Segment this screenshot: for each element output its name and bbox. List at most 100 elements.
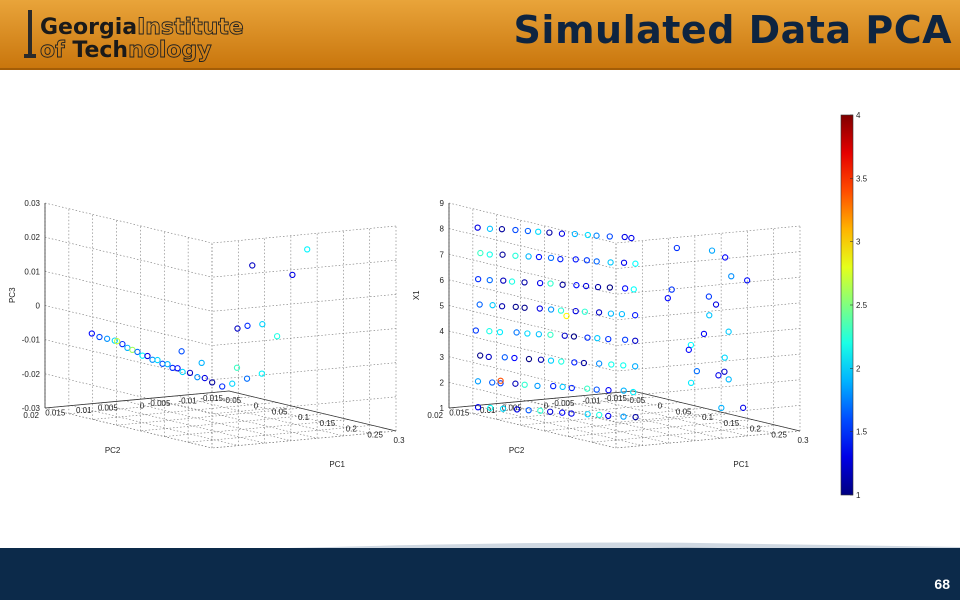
grid-line bbox=[211, 259, 397, 278]
data-point bbox=[474, 224, 481, 231]
data-point bbox=[113, 338, 121, 345]
data-point bbox=[572, 307, 579, 315]
data-point bbox=[673, 244, 681, 252]
pca-charts: -0.0500.050.10.150.20.250.3-0.015-0.01-0… bbox=[8, 111, 868, 500]
grid-line bbox=[44, 339, 213, 380]
data-point bbox=[668, 286, 675, 293]
data-point bbox=[580, 359, 588, 367]
data-point bbox=[474, 404, 482, 411]
grid-line bbox=[211, 225, 397, 244]
grid-line bbox=[496, 402, 681, 420]
grid-line bbox=[44, 202, 213, 244]
data-point bbox=[594, 334, 601, 342]
data-point bbox=[571, 230, 579, 238]
data-point bbox=[186, 369, 194, 377]
grid-line bbox=[448, 382, 617, 423]
x-tick-label: 0.25 bbox=[367, 430, 383, 439]
grid-line bbox=[44, 305, 213, 346]
grid-line bbox=[554, 397, 722, 439]
y-tick-label: 0.005 bbox=[98, 404, 119, 413]
grid-line bbox=[92, 402, 277, 420]
grid-line bbox=[44, 271, 213, 312]
data-point bbox=[486, 276, 493, 284]
grid-line bbox=[615, 379, 801, 398]
x-tick-label: 0.15 bbox=[320, 419, 336, 428]
z-tick-label: 0 bbox=[36, 302, 41, 311]
data-point bbox=[513, 406, 521, 413]
data-point bbox=[474, 378, 482, 385]
data-point bbox=[229, 380, 236, 387]
data-point bbox=[201, 374, 208, 382]
data-point bbox=[547, 408, 554, 415]
data-point bbox=[487, 404, 494, 412]
z-tick-label: 0.03 bbox=[24, 199, 40, 208]
y-tick-label: 0 bbox=[140, 401, 145, 410]
colorbar-tick-label: 3.5 bbox=[856, 174, 868, 183]
data-point bbox=[521, 279, 528, 286]
data-point bbox=[584, 334, 591, 341]
y-tick-label: 0.015 bbox=[45, 409, 66, 418]
page-number: 68 bbox=[934, 576, 950, 592]
grid-line bbox=[606, 393, 774, 434]
y-tick-label: 0.02 bbox=[23, 411, 39, 420]
x-tick-label: 0.05 bbox=[676, 407, 692, 416]
z-tick-label: 2 bbox=[440, 378, 445, 387]
data-point bbox=[572, 256, 579, 263]
grid-line bbox=[592, 424, 777, 443]
data-point bbox=[258, 370, 265, 377]
x-tick-label: 0.1 bbox=[702, 413, 714, 422]
grid-line bbox=[188, 424, 373, 443]
data-point bbox=[219, 383, 226, 390]
z-tick-label: 4 bbox=[440, 327, 445, 336]
x-tick-label: 0.15 bbox=[724, 419, 740, 428]
data-point bbox=[582, 282, 590, 290]
data-point bbox=[169, 364, 176, 372]
data-point bbox=[129, 346, 136, 354]
grid-line bbox=[448, 356, 617, 398]
y-tick-label: -0.015 bbox=[200, 394, 223, 403]
grid-line bbox=[448, 253, 617, 295]
data-point bbox=[621, 285, 629, 292]
data-point bbox=[536, 279, 544, 287]
data-point bbox=[687, 379, 695, 386]
y-axis-line bbox=[44, 390, 230, 409]
grid-line bbox=[615, 276, 801, 295]
grid-line bbox=[615, 225, 801, 244]
z-tick-label: 3 bbox=[440, 353, 445, 362]
data-point bbox=[477, 249, 484, 257]
data-point bbox=[234, 325, 241, 332]
data-point bbox=[511, 354, 518, 362]
z-tick-label: -0.01 bbox=[22, 336, 41, 345]
x-tick-label: 0.2 bbox=[346, 425, 358, 434]
data-point bbox=[524, 330, 531, 337]
data-point bbox=[595, 309, 603, 316]
grid-line bbox=[580, 395, 748, 437]
georgia-tech-logo: GeorgiaInstitute of Technology bbox=[24, 10, 244, 62]
data-point bbox=[620, 387, 627, 394]
data-point bbox=[535, 331, 543, 338]
data-point bbox=[584, 385, 591, 392]
data-point bbox=[178, 348, 185, 355]
grid-line bbox=[116, 407, 301, 426]
data-point bbox=[706, 312, 713, 319]
data-point bbox=[557, 307, 565, 314]
data-point bbox=[593, 258, 600, 265]
data-point bbox=[547, 280, 554, 287]
data-point bbox=[103, 335, 111, 342]
data-point bbox=[744, 277, 751, 284]
data-point bbox=[605, 387, 612, 394]
grid-line bbox=[472, 396, 657, 415]
data-point bbox=[618, 310, 626, 318]
colorbar-tick-label: 1.5 bbox=[856, 428, 868, 437]
z-axis-label: X1 bbox=[412, 290, 421, 300]
data-point bbox=[620, 259, 628, 266]
z-tick-label: 5 bbox=[440, 302, 445, 311]
grid-line bbox=[448, 407, 617, 449]
x-axis-label: PC1 bbox=[733, 460, 749, 469]
grid-line bbox=[615, 353, 801, 372]
grid-line bbox=[150, 397, 318, 439]
data-point bbox=[249, 262, 256, 269]
data-point bbox=[621, 233, 628, 241]
data-point bbox=[547, 357, 555, 364]
data-point bbox=[630, 286, 637, 293]
